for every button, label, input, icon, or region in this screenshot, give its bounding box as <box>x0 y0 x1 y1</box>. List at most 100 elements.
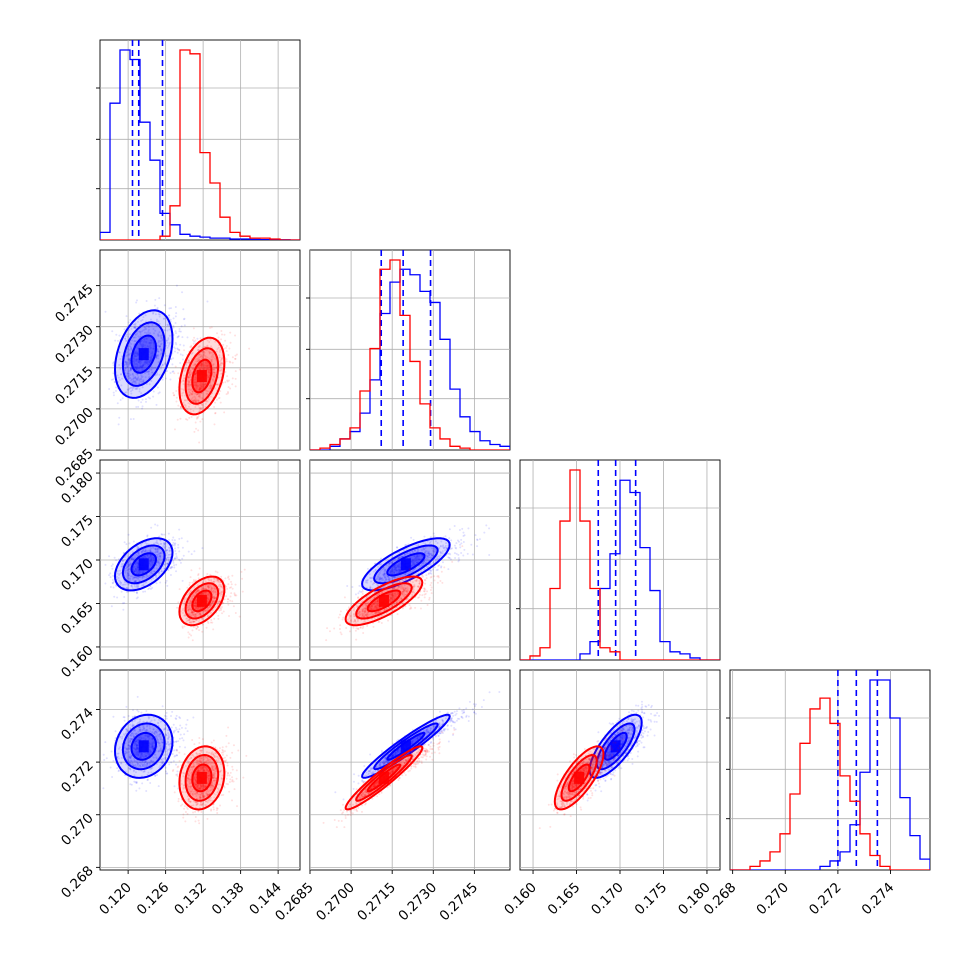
sample-point <box>129 386 132 389</box>
sample-point <box>158 562 161 565</box>
sample-point <box>207 577 210 580</box>
sample-point <box>134 388 137 391</box>
sample-point <box>221 587 224 590</box>
sample-point <box>209 573 212 576</box>
sample-point <box>206 339 209 342</box>
sample-point <box>165 549 168 552</box>
sample-point <box>391 586 394 589</box>
sample-point <box>210 587 213 590</box>
sample-point <box>388 605 391 608</box>
sample-point <box>380 578 383 581</box>
sample-point <box>153 547 156 550</box>
sample-point <box>197 395 200 398</box>
sample-point <box>220 591 223 594</box>
sample-point <box>412 563 415 566</box>
sample-point <box>135 561 138 564</box>
sample-point <box>224 381 227 384</box>
sample-point <box>132 417 135 420</box>
sample-point <box>410 536 413 539</box>
sample-point <box>197 349 200 352</box>
sample-point <box>328 630 331 633</box>
sample-point <box>127 560 130 563</box>
sample-point <box>182 607 185 610</box>
sample-point <box>198 441 201 444</box>
sample-point <box>198 611 201 614</box>
sample-point <box>167 338 170 341</box>
sample-point <box>194 373 197 376</box>
sample-point <box>135 360 138 363</box>
sample-point <box>190 595 193 598</box>
contour-level-1 <box>178 575 226 627</box>
sample-point <box>212 600 215 603</box>
sample-point <box>125 569 128 572</box>
sample-point <box>116 402 119 405</box>
sample-point <box>217 397 220 400</box>
sample-point <box>193 381 196 384</box>
sample-point <box>192 626 195 629</box>
sample-point <box>164 558 167 561</box>
sample-point <box>201 363 204 366</box>
sample-point <box>376 600 379 603</box>
sample-point <box>210 588 213 591</box>
sample-point <box>417 549 420 552</box>
sample-point <box>374 611 377 614</box>
sample-point <box>137 354 140 357</box>
sample-point <box>129 376 132 379</box>
sample-point <box>193 395 196 398</box>
sample-point <box>357 628 360 631</box>
sample-point <box>455 542 458 545</box>
sample-point <box>137 367 140 370</box>
sample-point <box>213 597 216 600</box>
sample-point <box>380 615 383 618</box>
sample-point <box>431 554 434 557</box>
sample-point <box>135 358 138 361</box>
sample-point <box>183 349 186 352</box>
sample-point <box>212 378 215 381</box>
sample-point <box>439 545 442 548</box>
sample-point <box>199 606 202 609</box>
sample-point <box>389 600 392 603</box>
sample-point <box>156 549 159 552</box>
sample-point <box>389 592 392 595</box>
sample-point <box>393 568 396 571</box>
sample-point <box>126 563 129 566</box>
sample-point <box>426 555 429 558</box>
sample-point <box>210 586 213 589</box>
sample-point <box>409 550 412 553</box>
sample-point <box>424 561 427 564</box>
sample-point <box>352 608 355 611</box>
sample-point <box>216 383 219 386</box>
sample-point <box>388 578 391 581</box>
sample-point <box>383 576 386 579</box>
sample-point <box>405 544 408 547</box>
sample-point <box>158 535 161 538</box>
sample-point <box>216 579 219 582</box>
sample-point <box>194 625 197 628</box>
sample-point <box>389 597 392 600</box>
sample-point <box>376 601 379 604</box>
sample-point <box>196 337 199 340</box>
sample-point <box>137 353 140 356</box>
sample-point <box>400 587 403 590</box>
sample-point <box>385 608 388 611</box>
sample-point <box>405 590 408 593</box>
sample-point <box>194 604 197 607</box>
sample-point <box>365 609 368 612</box>
sample-point <box>460 551 463 554</box>
sample-point <box>212 355 215 358</box>
sample-point <box>228 360 231 363</box>
sample-point <box>146 574 149 577</box>
sample-point <box>205 399 208 402</box>
sample-point <box>218 600 221 603</box>
sample-point <box>210 359 213 362</box>
sample-point <box>194 373 197 376</box>
sample-point <box>409 570 412 573</box>
sample-point <box>389 571 392 574</box>
sample-point <box>463 548 466 551</box>
sample-point <box>440 565 443 568</box>
sample-point <box>414 559 417 562</box>
sample-point <box>371 604 374 607</box>
sample-point <box>415 557 418 560</box>
sample-point <box>209 604 212 607</box>
sample-point <box>200 364 203 367</box>
